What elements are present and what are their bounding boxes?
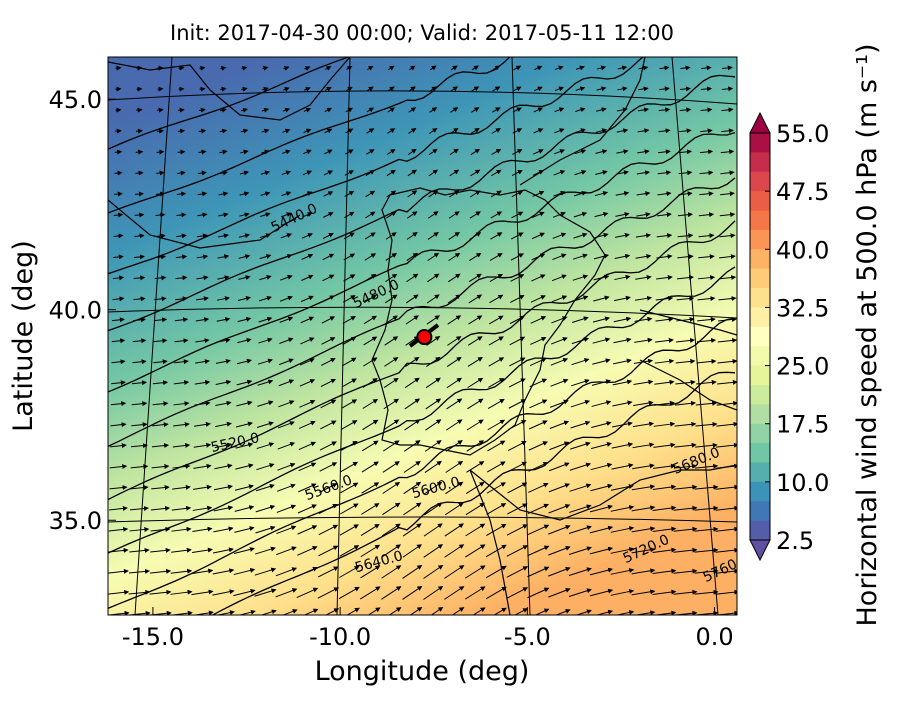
colorbar-label: Horizontal wind speed at 500.0 hPa (m s⁻… [852,43,883,626]
x-tick-label: -15.0 [122,623,184,651]
y-tick-label: 35.0 [49,507,102,535]
colorbar-segment [750,152,770,172]
wind-arrow [178,110,184,111]
wind-arrow [157,131,163,132]
colorbar-segment [750,172,770,192]
colorbar-segment [750,191,770,211]
location-marker [417,330,431,344]
wind-arrow [115,152,121,153]
colorbar-segment [750,443,770,463]
colorbar-segment [750,269,770,289]
wind-arrow [158,89,163,90]
colorbar-segment [750,346,770,366]
x-axis-label: Longitude (deg) [315,656,530,687]
wind-arrow [136,131,142,132]
y-tick-label: 40.0 [49,297,102,325]
wind-arrow [157,152,164,153]
colorbar-tick-label: 47.5 [776,178,829,206]
wind-arrow [116,68,121,69]
colorbar-tick-label: 55.0 [776,120,829,148]
colorbar-tick-label: 2.5 [776,527,814,555]
x-tick-label: -5.0 [504,623,551,651]
wind-arrow [179,68,184,69]
colorbar-segment [750,307,770,327]
y-tick-label: 45.0 [49,86,102,114]
colorbar-segment [750,366,770,386]
colorbar-tick-label: 10.0 [776,469,829,497]
colorbar-segment [750,424,770,444]
colorbar-segment [750,482,770,502]
colorbar-tick-label: 40.0 [776,236,829,264]
wind-arrow [116,110,121,111]
colorbar-tick-label: 32.5 [776,294,829,322]
colorbar-segment [750,462,770,482]
wind-arrow [116,89,121,90]
colorbar-segment [750,521,770,541]
wind-arrow [136,110,141,111]
x-tick-label: 0.0 [695,623,733,651]
colorbar-segment [750,249,770,269]
colorbar: 2.5 10.0 17.5 25.0 32.5 40.0 47.5 55.0 [750,113,829,560]
colorbar-segment [750,230,770,250]
colorbar-extend-min [750,540,770,560]
x-tick-label: -10.0 [309,623,371,651]
colorbar-segment [750,211,770,231]
wind-arrow [179,89,184,90]
wind-arrow [115,131,121,132]
wind-arrow [136,152,143,153]
y-axis-label: Latitude (deg) [8,240,39,432]
colorbar-segment [750,327,770,347]
colorbar-segment [750,288,770,308]
colorbar-segment [750,133,770,153]
chart-title: Init: 2017-04-30 00:00; Valid: 2017-05-1… [170,21,674,45]
colorbar-tick-label: 17.5 [776,411,829,439]
colorbar-segment [750,385,770,405]
colorbar-segment [750,404,770,424]
colorbar-extend-max [750,113,770,133]
colorbar-segment [750,501,770,521]
wind-arrow [157,110,162,111]
colorbar-tick-label: 25.0 [776,353,829,381]
